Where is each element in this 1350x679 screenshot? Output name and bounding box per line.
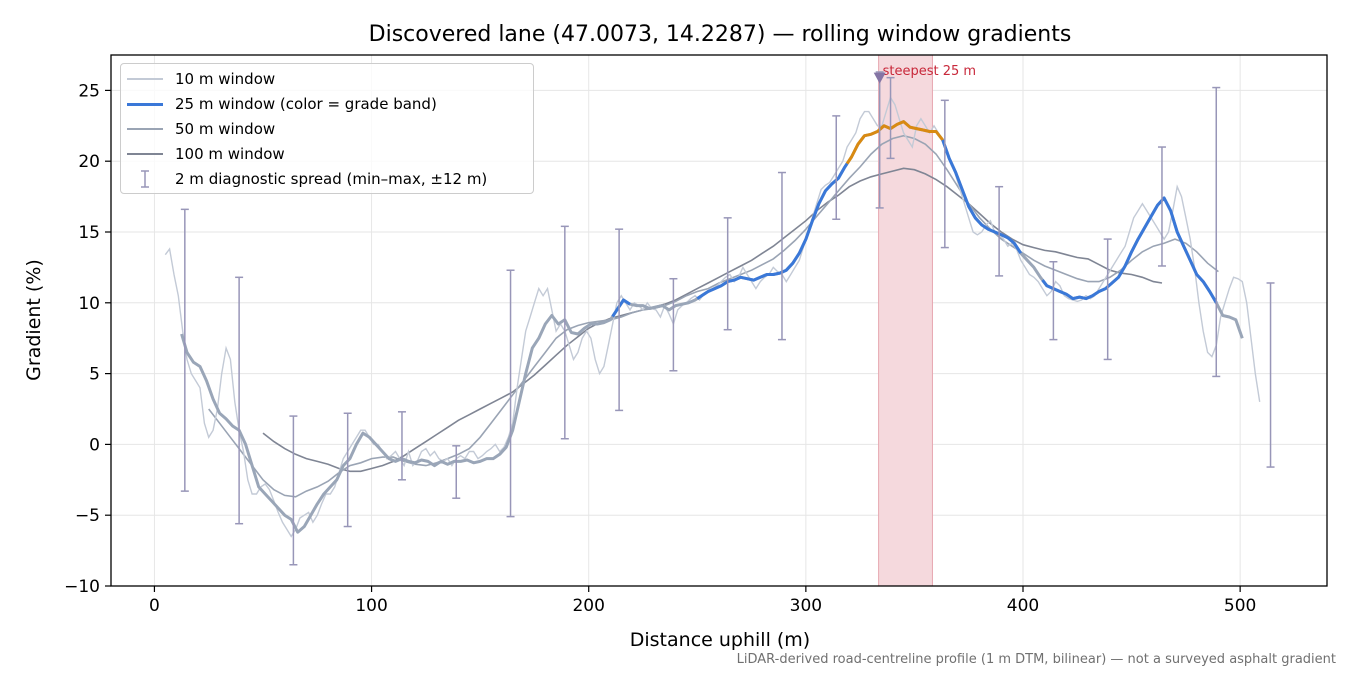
legend-swatch-100m (127, 153, 163, 155)
diagnostic-spread-bar (289, 415, 298, 566)
diagnostic-spread-bar (832, 115, 841, 221)
tick-layer: 0 100 200 300 400 500 −10 −5 0 5 10 15 20 25 (64, 81, 1256, 616)
legend-item-100m: 100 m window (121, 143, 533, 165)
y-tick-label: 20 (78, 152, 100, 172)
x-tick-label: 200 (572, 596, 604, 616)
plot-frame (110, 54, 1328, 587)
series-50m-line (208, 134, 1219, 498)
x-axis-label: Distance uphill (m) (630, 629, 810, 651)
legend-label-10m: 10 m window (175, 70, 276, 88)
x-tick-label: 0 (149, 596, 160, 616)
diagnostic-spread-bar (723, 217, 732, 331)
y-tick-label: −5 (75, 506, 100, 526)
diagnostic-spread-bar (397, 411, 406, 481)
diagnostic-spread-bar (452, 445, 461, 499)
diagnostic-spread-bar (615, 228, 624, 412)
diagnostic-spread-bar (506, 269, 515, 518)
grade-band-segment (845, 120, 944, 165)
legend-swatch-25m (127, 103, 163, 106)
y-axis-label: Gradient (%) (23, 259, 45, 381)
diagnostic-spread-bar (669, 277, 678, 372)
diagnostic-spread-bar (1157, 146, 1166, 267)
y-tick-label: 5 (89, 365, 100, 385)
legend-swatch-spread (141, 170, 149, 188)
y-tick-label: 15 (78, 223, 100, 243)
x-tick-label: 300 (790, 596, 822, 616)
legend-swatch-10m (127, 78, 163, 80)
steepest-band (878, 54, 933, 587)
series-layer (164, 95, 1261, 538)
x-tick-label: 400 (1007, 596, 1039, 616)
steepest-label: steepest 25 m (883, 64, 976, 79)
legend: 10 m window 25 m window (color = grade b… (120, 63, 534, 194)
diagnostic-spread-bar (343, 412, 352, 528)
diagnostic-spread-bar (940, 99, 949, 249)
error-bar-layer (180, 71, 1275, 566)
y-tick-label: 25 (78, 81, 100, 101)
diagnostic-spread-bar (1212, 86, 1221, 378)
y-tick-label: 10 (78, 294, 100, 314)
footnote: LiDAR-derived road-centreline profile (1… (736, 652, 1336, 667)
diagnostic-spread-bar (1103, 238, 1112, 361)
legend-item-spread: 2 m diagnostic spread (min–max, ±12 m) (121, 168, 533, 190)
diagnostic-spread-bar (777, 171, 786, 341)
diagnostic-spread-bar (995, 185, 1004, 277)
legend-swatch-50m (127, 128, 163, 130)
steepest-marker (873, 72, 886, 84)
diagnostic-spread-bar (1266, 282, 1275, 468)
diagnostic-spread-bar (235, 276, 244, 525)
chart-title: Discovered lane (47.0073, 14.2287) — rol… (369, 22, 1072, 47)
grade-band-segment (611, 298, 631, 318)
legend-label-25m: 25 m window (color = grade band) (175, 95, 437, 113)
grade-band-segment (696, 162, 849, 300)
legend-item-50m: 50 m window (121, 118, 533, 140)
x-tick-label: 100 (355, 596, 387, 616)
y-tick-label: 0 (89, 435, 100, 455)
grade-band-segment (1041, 196, 1218, 304)
legend-label-50m: 50 m window (175, 120, 276, 138)
steepest-highlight-layer: steepest 25 m (878, 54, 976, 587)
diagnostic-spread-bar (180, 208, 189, 492)
diagnostic-spread-bar (560, 225, 569, 440)
marker-layer (873, 72, 886, 84)
diagnostic-spread-bar (875, 71, 884, 209)
legend-label-spread: 2 m diagnostic spread (min–max, ±12 m) (175, 170, 488, 188)
legend-item-25m: 25 m window (color = grade band) (121, 93, 533, 115)
series-100m-line (262, 167, 1163, 473)
x-tick-label: 500 (1224, 596, 1256, 616)
y-tick-label: −10 (64, 577, 100, 597)
diagnostic-spread-bar (1049, 260, 1058, 341)
grade-band-segment (941, 139, 1023, 255)
legend-item-10m: 10 m window (121, 68, 533, 90)
legend-label-100m: 100 m window (175, 145, 285, 163)
diagnostic-spread-bar (886, 76, 895, 160)
